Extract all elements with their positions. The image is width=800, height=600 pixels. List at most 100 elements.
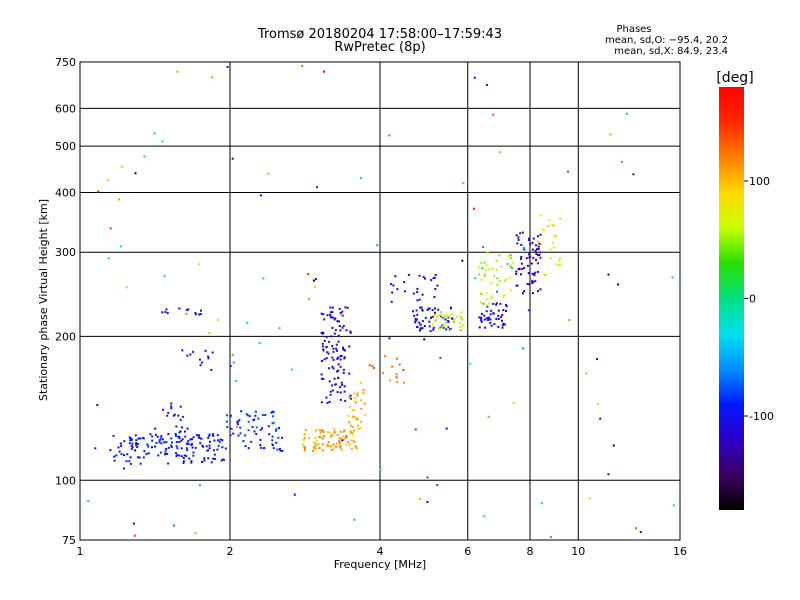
echo-point [327, 352, 330, 355]
echo-point [512, 402, 515, 404]
y-axis-ticks: 75 100 200 300 400 500 600 750 [55, 56, 76, 547]
echo-point [512, 261, 515, 264]
echo-point [537, 290, 539, 293]
echo-point [349, 424, 352, 427]
echo-point [340, 381, 343, 384]
echo-point [130, 437, 133, 440]
echo-point [321, 429, 323, 432]
echo-point [445, 427, 448, 430]
echo-point [229, 415, 232, 418]
echo-point [343, 385, 346, 388]
echo-point [254, 410, 257, 413]
echo-point [427, 307, 430, 310]
echo-point [493, 323, 496, 326]
echo-point [356, 394, 359, 397]
echo-point [326, 430, 329, 433]
echo-point [238, 418, 241, 421]
echo-point [329, 306, 332, 309]
echo-point [342, 371, 345, 374]
echo-point [502, 309, 505, 311]
echo-point [304, 429, 307, 432]
echo-point [198, 436, 201, 439]
echo-point [536, 270, 539, 273]
echo-point [354, 401, 357, 404]
echo-point [307, 437, 310, 440]
x-tick-label: 8 [527, 545, 534, 558]
echo-point [488, 268, 491, 271]
echo-point [609, 133, 612, 136]
echo-point [344, 306, 347, 309]
echo-point [173, 524, 175, 527]
echo-point [331, 326, 334, 329]
echo-point [432, 277, 435, 280]
echo-point [553, 246, 555, 249]
echo-point [430, 316, 432, 319]
echo-point [480, 318, 483, 321]
echo-point [480, 313, 483, 315]
echo-point [505, 303, 507, 306]
echo-point [360, 407, 363, 410]
echo-point [337, 334, 340, 337]
x-tick-label: 16 [673, 545, 687, 558]
echo-point [621, 160, 623, 163]
echo-point [347, 414, 350, 417]
echo-point [432, 326, 435, 329]
echo-point [247, 420, 250, 423]
echo-point [120, 453, 123, 456]
echo-point [339, 430, 342, 433]
echo-point [179, 405, 182, 408]
echo-point [177, 435, 180, 438]
echo-point [483, 261, 486, 264]
echo-point [178, 431, 181, 434]
echo-point [314, 436, 317, 439]
echo-point [339, 386, 342, 389]
echo-point [198, 263, 200, 266]
echo-point [160, 442, 163, 445]
echo-point [530, 262, 533, 265]
echo-point [443, 324, 446, 327]
echo-point [336, 349, 338, 352]
echo-point [548, 219, 551, 222]
echo-point [128, 442, 131, 445]
echo-point [313, 441, 316, 444]
echo-point [490, 282, 493, 285]
echo-point [486, 251, 489, 254]
echo-point [353, 429, 355, 432]
echo-point [441, 325, 444, 328]
echo-point [142, 437, 145, 439]
echo-point [421, 293, 424, 296]
echo-point [239, 426, 242, 429]
echo-point [449, 306, 452, 309]
echo-point [596, 358, 598, 361]
echo-point [521, 231, 524, 234]
grid [79, 62, 680, 540]
echo-point [271, 422, 274, 425]
echo-point [204, 349, 207, 352]
echo-point [539, 256, 542, 259]
echo-point [360, 177, 363, 180]
echo-point [201, 444, 204, 447]
echo-point [431, 315, 434, 318]
echo-point [360, 381, 363, 384]
echo-point [158, 439, 161, 442]
echo-point [349, 331, 352, 334]
echo-point [343, 349, 346, 352]
echo-point [201, 361, 203, 364]
echo-point [333, 377, 336, 380]
echo-point [200, 309, 202, 312]
echo-point [136, 443, 139, 446]
echo-point [326, 445, 329, 447]
echo-point [403, 290, 406, 293]
echo-point [532, 257, 535, 259]
echo-point [338, 325, 341, 327]
echo-point [272, 421, 275, 424]
echo-point [213, 453, 216, 456]
echo-point [532, 281, 535, 283]
x-tick-label: 4 [377, 545, 384, 558]
echo-point [175, 455, 178, 458]
echo-point [503, 294, 505, 297]
echo-point [187, 440, 190, 443]
echo-point [353, 415, 356, 418]
echo-point [342, 435, 345, 438]
echo-point [151, 435, 154, 438]
